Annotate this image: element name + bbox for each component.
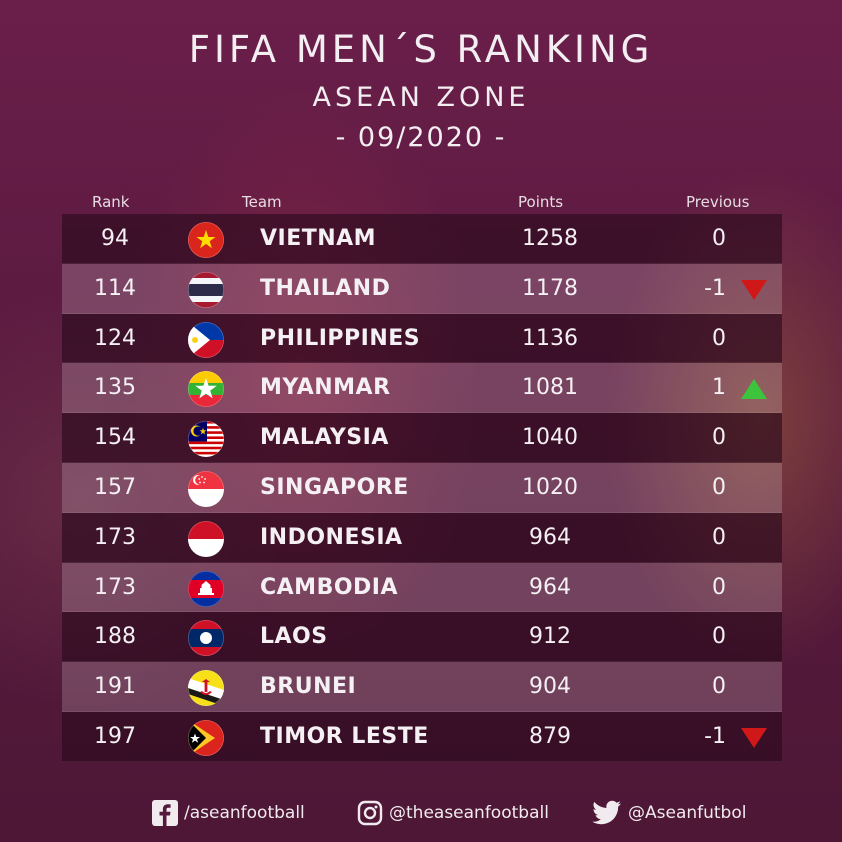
myanmar-flag-icon — [187, 371, 225, 408]
team-name-cell: PHILIPPINES — [260, 325, 421, 351]
thailand-flag-icon — [187, 271, 225, 308]
points-cell: 1040 — [522, 425, 578, 451]
previous-change-cell: 0 — [712, 524, 726, 550]
rank-cell: 173 — [94, 574, 136, 600]
team-name-cell: THAILAND — [260, 275, 391, 301]
table-row: 124 PHILIPPINES 1136 0 — [62, 313, 782, 364]
table-row: 135 MYANMAR 1081 1 — [62, 363, 782, 414]
rank-cell: 157 — [94, 474, 136, 500]
team-name-cell: TIMOR LESTE — [260, 723, 429, 749]
table-row: 157 SINGAPORE 1020 0 — [62, 462, 782, 513]
previous-change-cell: 0 — [712, 624, 726, 650]
previous-change-cell: 0 — [712, 425, 726, 451]
previous-change-cell: 0 — [712, 474, 726, 500]
twitter-link[interactable]: @Aseanfutbol — [592, 797, 746, 829]
previous-change-cell: 0 — [712, 325, 726, 351]
laos-flag-icon — [187, 620, 225, 657]
points-cell: 912 — [529, 624, 571, 650]
instagram-link[interactable]: @theaseanfootball — [357, 797, 549, 829]
points-cell: 964 — [529, 574, 571, 600]
points-cell: 1081 — [522, 375, 578, 401]
previous-change-cell: -1 — [704, 275, 726, 301]
facebook-link[interactable]: /aseanfootball — [152, 797, 305, 829]
page-subtitle: ASEAN ZONE — [312, 82, 530, 113]
indonesia-flag-icon — [187, 520, 225, 557]
table-row: 173 CAMBODIA 964 0 — [62, 562, 782, 613]
points-cell: 904 — [529, 674, 571, 700]
footer: /aseanfootball @theaseanfootball @Aseanf… — [0, 797, 842, 829]
team-name-cell: CAMBODIA — [260, 574, 399, 600]
table-row: 188 LAOS 912 0 — [62, 612, 782, 663]
facebook-icon — [152, 800, 178, 826]
trend-up-icon — [740, 377, 768, 401]
team-name-cell: VIETNAM — [260, 226, 377, 251]
page-title: FIFA MEN´S RANKING — [188, 28, 654, 71]
singapore-flag-icon — [187, 470, 225, 507]
points-cell: 1258 — [522, 226, 578, 251]
previous-change-cell: 0 — [712, 226, 726, 251]
table-row: 197 TIMOR LESTE 879 -1 — [62, 711, 782, 762]
malaysia-flag-icon — [187, 421, 225, 458]
vietnam-flag-icon — [187, 221, 225, 259]
team-name-cell: SINGAPORE — [260, 474, 409, 500]
timor-leste-flag-icon — [187, 719, 225, 756]
ranking-date: - 09/2020 - — [335, 122, 507, 153]
twitter-handle: @Aseanfutbol — [628, 803, 747, 823]
table-row: 173 INDONESIA 964 0 — [62, 512, 782, 563]
ranking-table: 94 VIETNAM 1258 0 114 THAILAND 1178 -1 124 PHILIP… — [62, 214, 782, 762]
team-name-cell: BRUNEI — [260, 674, 357, 700]
rank-cell: 114 — [94, 275, 136, 301]
table-row: 114 THAILAND 1178 -1 — [62, 263, 782, 314]
twitter-icon — [592, 800, 621, 825]
points-cell: 1020 — [522, 474, 578, 500]
rank-cell: 124 — [94, 325, 136, 351]
trend-down-icon — [740, 726, 768, 750]
table-row: 191 BRUNEI 904 0 — [62, 662, 782, 712]
rank-cell: 191 — [94, 674, 136, 700]
table-row: 94 VIETNAM 1258 0 — [62, 214, 782, 264]
team-name-cell: INDONESIA — [260, 524, 403, 550]
column-header-team: Team — [242, 193, 282, 211]
column-header-rank: Rank — [92, 193, 130, 211]
points-cell: 1178 — [522, 275, 578, 301]
cambodia-flag-icon — [187, 570, 225, 607]
philippines-flag-icon — [187, 321, 225, 358]
team-name-cell: MALAYSIA — [260, 425, 389, 451]
facebook-handle: /aseanfootball — [184, 803, 305, 823]
previous-change-cell: 1 — [712, 375, 726, 401]
points-cell: 1136 — [522, 325, 578, 351]
points-cell: 879 — [529, 723, 571, 749]
brunei-flag-icon — [187, 670, 225, 707]
instagram-icon — [357, 800, 383, 826]
rank-cell: 154 — [94, 425, 136, 451]
previous-change-cell: 0 — [712, 574, 726, 600]
column-header-previous: Previous — [686, 193, 750, 211]
points-cell: 964 — [529, 524, 571, 550]
column-header-points: Points — [518, 193, 564, 211]
rank-cell: 173 — [94, 524, 136, 550]
previous-change-cell: -1 — [704, 723, 726, 749]
header: FIFA MEN´S RANKING ASEAN ZONE - 09/2020 … — [0, 28, 842, 154]
table-row: 154 MALAYSIA 1040 0 — [62, 413, 782, 463]
team-name-cell: LAOS — [260, 624, 328, 650]
rank-cell: 188 — [94, 624, 136, 650]
trend-down-icon — [740, 278, 768, 302]
rank-cell: 135 — [94, 375, 136, 401]
team-name-cell: MYANMAR — [260, 375, 391, 401]
previous-change-cell: 0 — [712, 674, 726, 700]
rank-cell: 94 — [101, 226, 129, 251]
instagram-handle: @theaseanfootball — [389, 803, 549, 823]
rank-cell: 197 — [94, 723, 136, 749]
